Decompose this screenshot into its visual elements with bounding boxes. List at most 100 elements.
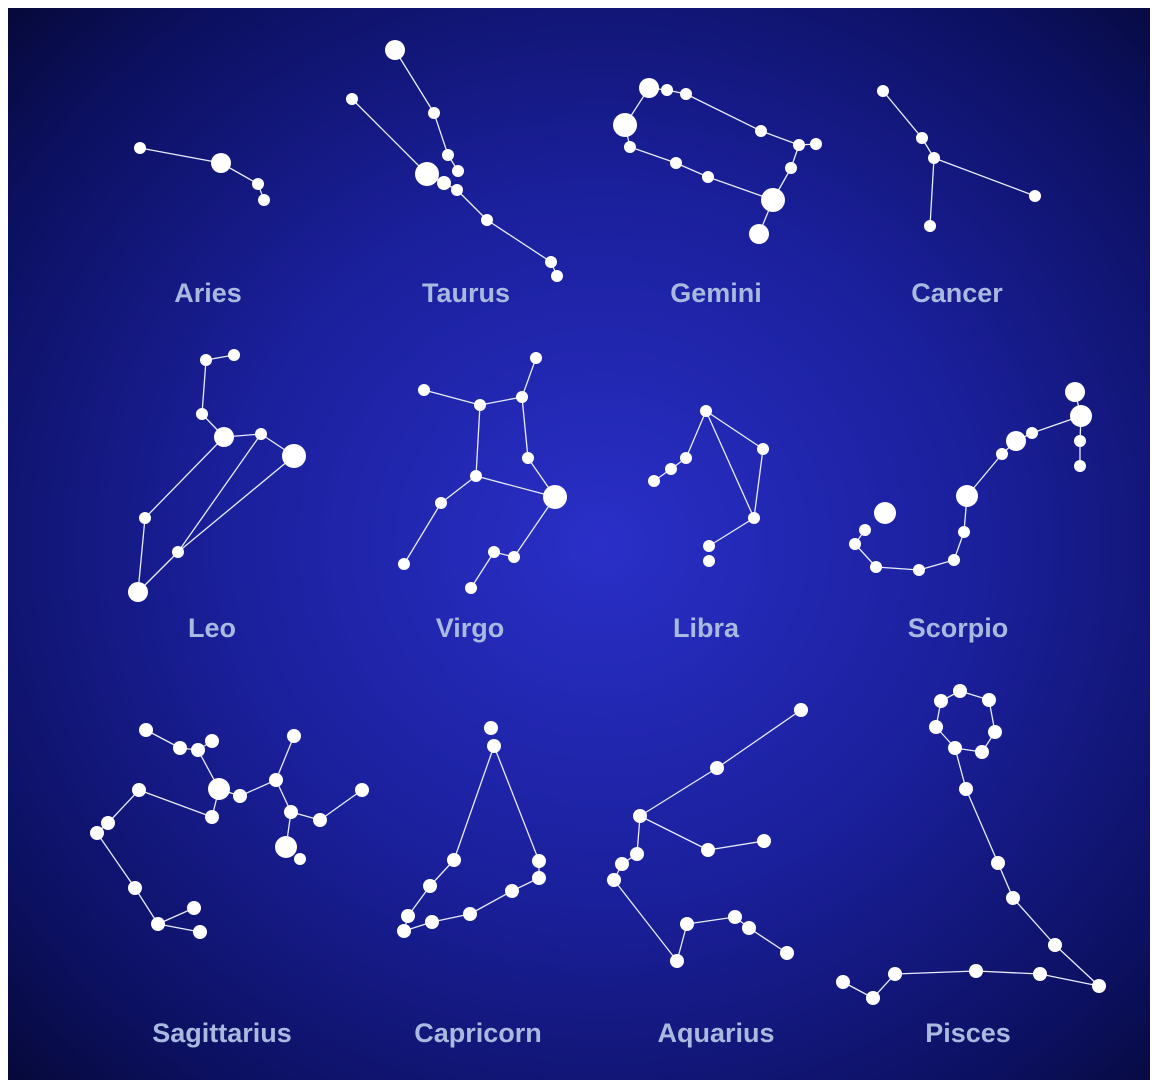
- star: [139, 512, 151, 524]
- star: [1006, 431, 1026, 451]
- star: [680, 88, 692, 100]
- star: [728, 910, 742, 924]
- star: [200, 354, 212, 366]
- star: [929, 720, 943, 734]
- star: [211, 153, 231, 173]
- star: [1006, 891, 1020, 905]
- star: [959, 782, 973, 796]
- star: [355, 783, 369, 797]
- star: [866, 991, 880, 1005]
- star: [532, 854, 546, 868]
- star: [665, 463, 677, 475]
- star: [228, 349, 240, 361]
- star: [90, 826, 104, 840]
- star: [948, 741, 962, 755]
- star: [958, 526, 970, 538]
- star: [191, 743, 205, 757]
- star: [447, 853, 461, 867]
- star: [488, 546, 500, 558]
- star: [953, 684, 967, 698]
- constellation-label: Gemini: [670, 278, 762, 308]
- star: [425, 915, 439, 929]
- star: [700, 405, 712, 417]
- constellation-label: Virgo: [436, 613, 505, 643]
- star: [633, 809, 647, 823]
- star: [780, 946, 794, 960]
- star: [101, 816, 115, 830]
- star: [859, 524, 871, 536]
- star: [870, 561, 882, 573]
- star: [187, 901, 201, 915]
- star: [888, 967, 902, 981]
- star: [205, 810, 219, 824]
- star: [1070, 405, 1092, 427]
- star: [484, 721, 498, 735]
- star: [134, 142, 146, 154]
- star: [275, 836, 297, 858]
- star: [710, 761, 724, 775]
- star: [913, 564, 925, 576]
- star: [836, 975, 850, 989]
- star: [670, 954, 684, 968]
- star: [703, 555, 715, 567]
- star: [1074, 435, 1086, 447]
- star: [761, 188, 785, 212]
- star: [810, 138, 822, 150]
- star: [214, 427, 234, 447]
- star: [680, 452, 692, 464]
- star: [757, 443, 769, 455]
- star: [755, 125, 767, 137]
- star: [346, 93, 358, 105]
- star: [551, 270, 563, 282]
- star: [487, 739, 501, 753]
- star: [948, 554, 960, 566]
- constellation-label: Cancer: [911, 278, 1003, 308]
- star: [415, 162, 439, 186]
- star: [624, 141, 636, 153]
- constellation-label: Sagittarius: [152, 1018, 292, 1048]
- star: [794, 703, 808, 717]
- star: [463, 907, 477, 921]
- star: [452, 165, 464, 177]
- star: [742, 921, 756, 935]
- star: [991, 856, 1005, 870]
- star: [284, 805, 298, 819]
- star: [607, 873, 621, 887]
- star: [916, 132, 928, 144]
- star: [545, 256, 557, 268]
- star: [613, 113, 637, 137]
- star: [128, 881, 142, 895]
- star: [208, 778, 230, 800]
- night-sky: [8, 8, 1150, 1080]
- star: [151, 917, 165, 931]
- star: [465, 582, 477, 594]
- star: [428, 107, 440, 119]
- star: [982, 693, 996, 707]
- constellation-label: Capricorn: [414, 1018, 542, 1048]
- star: [877, 85, 889, 97]
- star: [385, 40, 405, 60]
- star: [670, 157, 682, 169]
- star: [193, 925, 207, 939]
- star: [874, 502, 896, 524]
- star: [269, 773, 283, 787]
- star: [397, 924, 411, 938]
- star: [1026, 427, 1038, 439]
- star: [1065, 382, 1085, 402]
- star: [442, 149, 454, 161]
- star: [757, 834, 771, 848]
- star: [522, 452, 534, 464]
- star: [1092, 979, 1106, 993]
- constellation-label: Pisces: [925, 1018, 1011, 1048]
- star: [172, 546, 184, 558]
- star: [849, 538, 861, 550]
- star: [749, 224, 769, 244]
- star: [128, 582, 148, 602]
- star: [287, 729, 301, 743]
- star: [1048, 938, 1062, 952]
- star: [701, 843, 715, 857]
- star: [793, 139, 805, 151]
- star: [703, 540, 715, 552]
- star: [532, 871, 546, 885]
- star: [205, 734, 219, 748]
